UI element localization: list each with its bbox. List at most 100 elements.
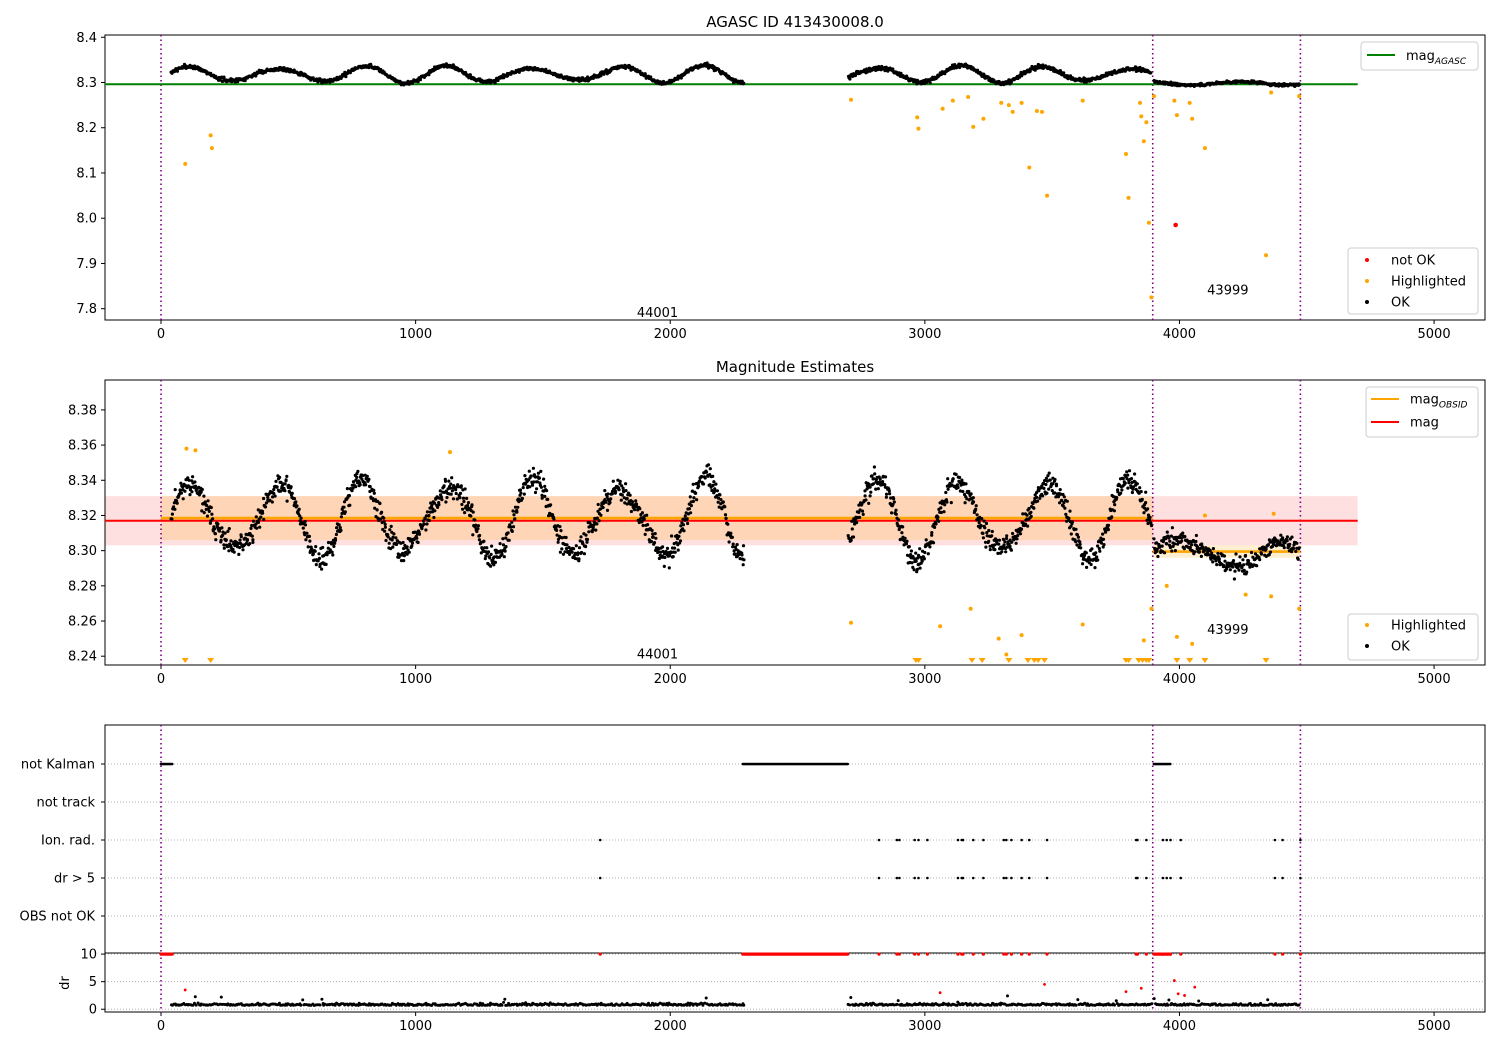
mid-ok-point <box>1068 509 1072 513</box>
mid-ok-point <box>605 508 610 512</box>
mid-ok-point <box>887 489 891 493</box>
mid-ok-point <box>489 552 493 557</box>
mid-ok-point <box>951 477 955 481</box>
mid-ok-point <box>256 520 261 525</box>
mid-ok-point <box>606 492 610 496</box>
top-legend-marker <box>1365 300 1369 304</box>
mid-ok-point <box>1288 542 1292 546</box>
mid-ok-point <box>633 508 637 512</box>
mid-ok-point <box>1148 515 1152 519</box>
mid-ok-point <box>939 506 943 510</box>
top-highlighted-point <box>1146 220 1151 225</box>
mid-ok-point <box>459 484 463 488</box>
mid-ok-point <box>894 508 898 512</box>
top-xtick-label: 1000 <box>399 327 432 342</box>
mid-ok-point <box>1084 551 1088 555</box>
mid-ok-point <box>624 482 628 486</box>
top-highlighted-point <box>183 161 188 166</box>
mid-ok-point <box>1015 537 1019 541</box>
mid-ok-point <box>883 475 888 479</box>
flags-point <box>1027 838 1031 842</box>
top-legend-label: Highlighted <box>1391 275 1466 290</box>
mid-ok-point <box>1234 552 1238 556</box>
flags-point <box>1299 838 1302 842</box>
mid-ok-point <box>939 510 943 515</box>
mid-ok-point <box>351 486 355 490</box>
mid-ok-point <box>652 541 657 545</box>
mid-ok-point <box>936 515 940 519</box>
mid-ok-point <box>462 499 466 504</box>
top-xtick-label: 0 <box>157 327 165 342</box>
mid-ok-point <box>689 504 694 508</box>
mid-ok-point <box>868 485 872 489</box>
mid-ok-point <box>367 477 371 481</box>
mid-ok-point <box>1135 482 1139 486</box>
mid-ok-point <box>694 491 698 495</box>
mid-ok-point <box>254 515 258 519</box>
mid-ok-point <box>997 538 1002 542</box>
mid-ok-point <box>248 542 252 546</box>
top-highlighted-point <box>1264 253 1269 258</box>
mid-ok-point <box>849 538 853 542</box>
mid-ok-point <box>1193 550 1197 554</box>
top-chart-title: AGASC ID 413430008.0 <box>706 13 884 31</box>
dr-ok-point <box>219 995 223 999</box>
mid-ok-point <box>451 497 456 501</box>
mid-ok-point <box>851 535 856 539</box>
top-legend-line-sub: AGASC <box>1434 57 1467 67</box>
top-highlighted-point <box>1152 94 1157 99</box>
mid-ok-point <box>476 524 480 528</box>
mid-ok-point <box>1237 568 1241 572</box>
mid-ok-point <box>1127 481 1131 485</box>
mid-ok-point <box>216 522 220 526</box>
mid-ok-point <box>224 538 228 542</box>
mid-ok-point <box>463 487 467 491</box>
mid-ok-point <box>1130 490 1134 495</box>
mid-ok-point <box>1004 550 1008 554</box>
mid-ok-point <box>1144 501 1148 505</box>
mid-ok-point <box>945 500 949 504</box>
mid-ok-point <box>542 477 546 481</box>
mid-ok-point <box>574 544 578 548</box>
mid-ok-point <box>1101 537 1106 541</box>
mid-ok-point <box>516 505 520 509</box>
top-highlighted-point <box>209 146 214 151</box>
mid-ok-point <box>731 542 735 546</box>
flags-point <box>956 838 960 842</box>
mid-ok-point <box>259 515 263 519</box>
mid-ok-point <box>203 500 207 504</box>
mid-ok-point <box>560 547 564 551</box>
mid-ytick-label: 8.38 <box>68 403 97 418</box>
mid-ok-point <box>513 517 517 521</box>
mid-ok-point <box>1181 531 1185 535</box>
mid-ok-point <box>558 550 563 554</box>
mid-ok-point <box>580 550 584 555</box>
mid-ok-point <box>576 551 580 555</box>
mid-ok-point <box>407 550 411 554</box>
mid-ok-point <box>221 533 225 538</box>
flags-point <box>961 838 965 842</box>
mid-ok-point <box>461 496 466 500</box>
mid-ok-point <box>241 548 245 552</box>
mid-ok-point <box>1296 557 1300 561</box>
flags-point <box>913 876 916 880</box>
flags-point <box>1169 876 1172 880</box>
mid-ok-point <box>450 489 454 493</box>
mid-ok-point <box>330 550 334 554</box>
mid-ok-point <box>662 564 666 569</box>
mid-ok-point <box>1211 560 1215 564</box>
mid-ok-point <box>642 517 646 521</box>
mid-legend-label: OK <box>1391 640 1410 655</box>
mid-ok-point <box>577 557 581 561</box>
mid-ok-point <box>1008 544 1012 549</box>
top-ok-point <box>1149 71 1153 75</box>
mid-highlighted-point <box>1243 592 1248 597</box>
mid-clipped-highlighted-marker <box>1201 658 1209 663</box>
mid-ok-point <box>582 552 587 556</box>
top-ok-point <box>853 73 858 77</box>
flags-point <box>1281 876 1284 880</box>
mid-legend-marker <box>1365 623 1369 627</box>
top-highlighted-point <box>1174 113 1179 118</box>
mid-ok-point <box>463 510 467 515</box>
mid-ok-point <box>539 485 544 489</box>
